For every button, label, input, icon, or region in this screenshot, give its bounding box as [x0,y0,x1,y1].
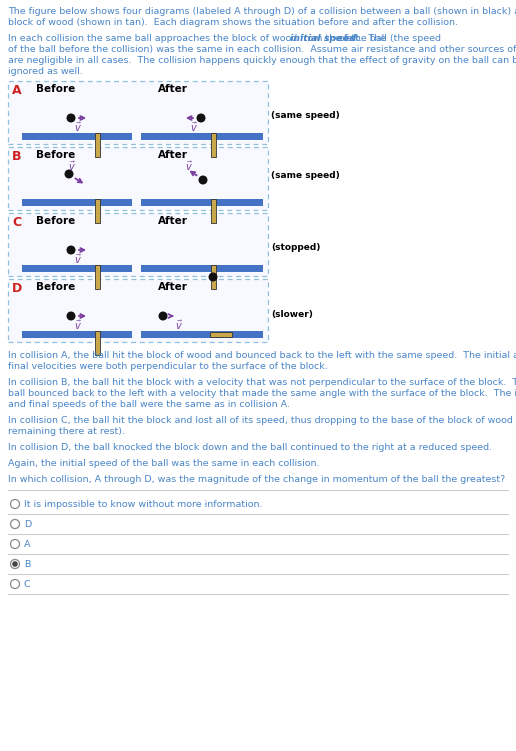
Text: It is impossible to know without more information.: It is impossible to know without more in… [24,500,263,509]
Bar [210,331,232,336]
Text: $\vec{v}$: $\vec{v}$ [190,120,198,134]
Text: D: D [24,520,31,529]
Bar [94,199,100,223]
Text: of the ball (the speed: of the ball (the speed [336,34,441,43]
Circle shape [158,312,168,321]
Text: Before: Before [36,84,75,94]
Text: A: A [12,84,22,97]
Circle shape [67,312,75,321]
Bar [8,81,268,144]
Text: $\vec{v}$: $\vec{v}$ [185,159,193,173]
Text: $\vec{v}$: $\vec{v}$ [74,120,82,134]
Text: (stopped): (stopped) [271,243,320,252]
Circle shape [10,520,20,529]
Text: and final speeds of the ball were the same as in collision A.: and final speeds of the ball were the sa… [8,400,290,409]
Circle shape [67,246,75,255]
Bar [211,133,216,157]
Bar [141,265,263,272]
Text: Before: Before [36,282,75,292]
Text: $\vec{v}$: $\vec{v}$ [68,159,76,173]
Text: initial speed: initial speed [290,34,356,43]
Text: C: C [24,580,30,589]
Text: In each collision the same ball approaches the block of wood from the left.  The: In each collision the same ball approach… [8,34,389,43]
Bar [211,265,216,289]
Bar [94,331,100,355]
Text: are negligible in all cases.  The collision happens quickly enough that the effe: are negligible in all cases. The collisi… [8,56,516,65]
Text: After: After [158,150,188,160]
Text: After: After [158,282,188,292]
Text: The figure below shows four diagrams (labeled A through D) of a collision betwee: The figure below shows four diagrams (la… [8,7,516,16]
Bar [141,133,263,140]
Text: In collision D, the ball knocked the block down and the ball continued to the ri: In collision D, the ball knocked the blo… [8,443,492,452]
Bar [8,147,268,210]
Text: block of wood (shown in tan).  Each diagram shows the situation before and after: block of wood (shown in tan). Each diagr… [8,18,458,27]
Circle shape [10,580,20,589]
Text: B: B [24,560,30,569]
Text: After: After [158,84,188,94]
Circle shape [64,170,73,179]
Text: C: C [12,216,21,229]
Text: (same speed): (same speed) [271,111,340,120]
Bar [22,133,132,140]
Text: ignored as well.: ignored as well. [8,67,83,76]
Text: In collision A, the ball hit the block of wood and bounced back to the left with: In collision A, the ball hit the block o… [8,351,516,360]
Text: (slower): (slower) [271,309,313,318]
Text: Before: Before [36,150,75,160]
Bar [22,199,132,206]
Circle shape [10,559,20,569]
Text: After: After [158,216,188,226]
Text: $\vec{v}$: $\vec{v}$ [175,318,183,332]
Bar [22,265,132,272]
Text: D: D [12,282,22,295]
Circle shape [10,539,20,548]
Bar [141,199,263,206]
Bar [8,279,268,342]
Text: A: A [24,540,30,549]
Bar [22,331,132,338]
Text: (same speed): (same speed) [271,171,340,180]
Text: In collision B, the ball hit the block with a velocity that was not perpendicula: In collision B, the ball hit the block w… [8,378,516,387]
Text: In which collision, A through D, was the magnitude of the change in momentum of : In which collision, A through D, was the… [8,475,505,484]
Text: In collision C, the ball hit the block and lost all of its speed, thus dropping : In collision C, the ball hit the block a… [8,416,516,425]
Text: of the ball before the collision) was the same in each collision.  Assume air re: of the ball before the collision) was th… [8,45,516,54]
Text: final velocities were both perpendicular to the surface of the block.: final velocities were both perpendicular… [8,362,328,371]
Bar [141,331,263,338]
Circle shape [208,273,218,282]
Text: remaining there at rest).: remaining there at rest). [8,427,125,436]
Text: B: B [12,150,22,163]
Text: $\vec{v}$: $\vec{v}$ [74,318,82,332]
Bar [94,265,100,289]
Circle shape [10,499,20,508]
Text: Before: Before [36,216,75,226]
Text: Again, the initial speed of the ball was the same in each collision.: Again, the initial speed of the ball was… [8,459,319,468]
Text: ball bounced back to the left with a velocity that made the same angle with the : ball bounced back to the left with a vel… [8,389,516,398]
Bar [211,199,216,223]
Bar [8,213,268,276]
Circle shape [199,176,207,185]
Circle shape [67,113,75,122]
Bar [94,133,100,157]
Circle shape [197,113,205,122]
Text: $\vec{v}$: $\vec{v}$ [74,252,82,266]
Circle shape [12,561,18,567]
